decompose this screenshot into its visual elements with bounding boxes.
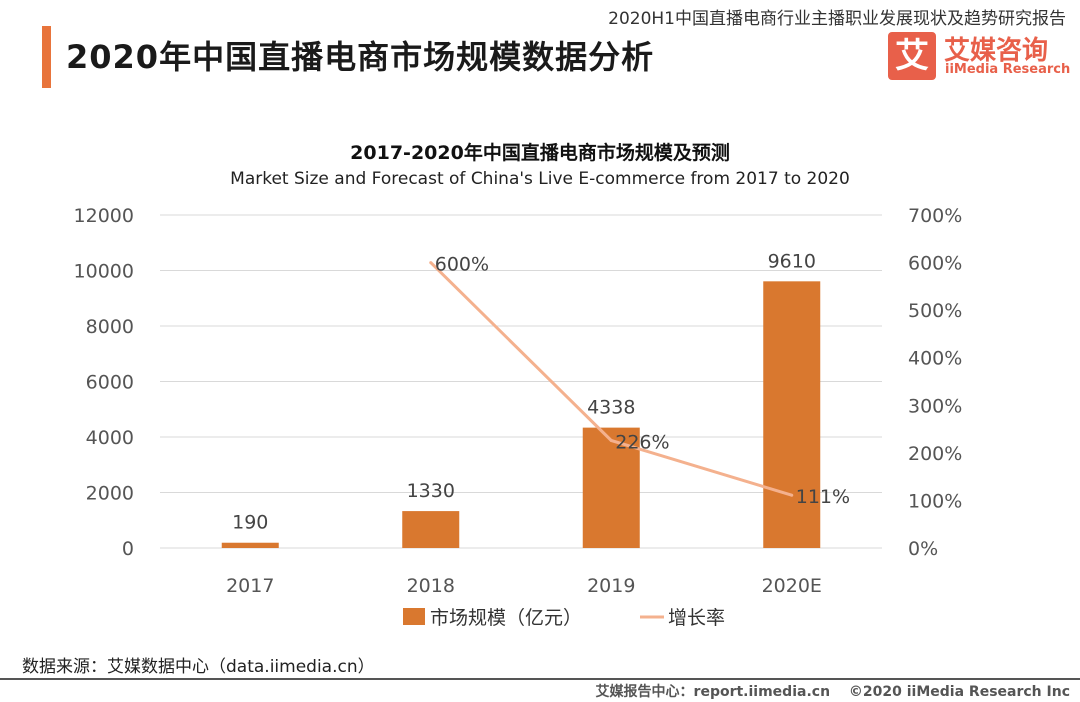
x-tick-label: 2018: [407, 575, 455, 597]
chart-title: 2017-2020年中国直播电商市场规模及预测: [350, 141, 730, 164]
bar-value-label: 190: [232, 512, 268, 534]
x-tick-label: 2017: [226, 575, 274, 597]
logo-mark: 艾: [888, 32, 936, 80]
growth-rate-point: [429, 261, 433, 265]
legend-line-label: 增长率: [668, 607, 725, 629]
bar-value-label: 1330: [407, 480, 455, 502]
chart-subtitle: Market Size and Forecast of China's Live…: [230, 169, 850, 189]
growth-rate-label: 226%: [615, 431, 669, 453]
bar: [402, 511, 460, 548]
y-left-tick-label: 8000: [86, 316, 134, 338]
report-center-link[interactable]: 艾媒报告中心：report.iimedia.cn: [595, 684, 831, 700]
growth-rate-label: 600%: [435, 254, 489, 276]
y-right-tick-label: 400%: [908, 348, 962, 370]
legend-bar-label: 市场规模（亿元）: [430, 607, 582, 629]
bar: [221, 542, 279, 548]
y-right-tick-label: 0%: [908, 538, 938, 560]
y-right-tick-label: 700%: [908, 205, 962, 227]
y-right-tick-label: 200%: [908, 443, 962, 465]
bar: [763, 281, 821, 548]
page-title: 2020年中国直播电商市场规模数据分析: [66, 38, 655, 76]
logo-name-en: iiMedia Research: [945, 62, 1071, 77]
x-tick-label: 2020E: [762, 575, 822, 597]
bar-value-label: 9610: [768, 250, 816, 272]
footer: 艾媒报告中心：report.iimedia.cn ©2020 iiMedia R…: [582, 681, 1070, 701]
y-left-tick-label: 0: [122, 538, 134, 560]
data-source: 数据来源：艾媒数据中心（data.iimedia.cn）: [22, 657, 375, 677]
market-size-chart: 2017-2020年中国直播电商市场规模及预测 Market Size and F…: [74, 141, 963, 629]
copyright: ©2020 iiMedia Research Inc: [848, 684, 1070, 700]
growth-rate-point: [790, 493, 794, 497]
y-left-tick-label: 2000: [86, 483, 134, 505]
logo-name-cn: 艾媒咨询: [944, 36, 1049, 66]
y-right-tick-label: 100%: [908, 490, 962, 512]
bar-value-label: 4338: [587, 397, 635, 419]
y-left-tick-label: 10000: [74, 261, 134, 283]
y-left-tick-label: 6000: [86, 372, 134, 394]
y-right-tick-label: 600%: [908, 253, 962, 275]
title-accent-bar: [42, 26, 51, 88]
y-right-tick-label: 300%: [908, 395, 962, 417]
y-right-tick-label: 500%: [908, 300, 962, 322]
y-left-tick-label: 4000: [86, 427, 134, 449]
x-tick-label: 2019: [587, 575, 635, 597]
growth-rate-label: 111%: [796, 486, 850, 508]
report-title: 2020H1中国直播电商行业主播职业发展现状及趋势研究报告: [608, 9, 1066, 29]
y-left-tick-label: 12000: [74, 205, 134, 227]
footer-divider: [0, 678, 1080, 680]
growth-rate-point: [609, 438, 613, 442]
legend-bar-swatch: [403, 608, 425, 625]
